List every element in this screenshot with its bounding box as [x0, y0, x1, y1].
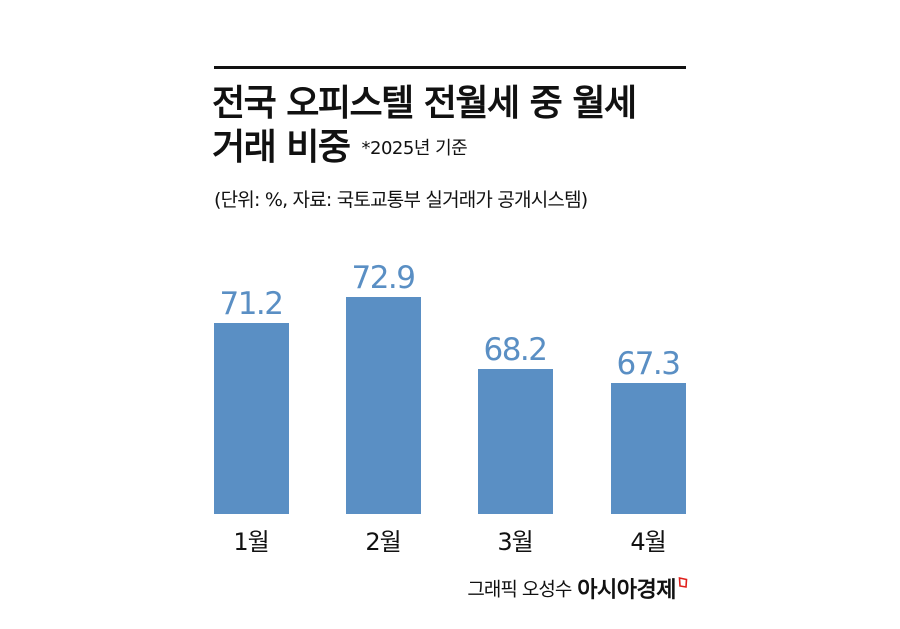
category-label-jan: 1월 [233, 528, 269, 556]
category-label-mar: 3월 [497, 528, 533, 556]
footer-credit: 그래픽 오성수 아시아경제 [410, 572, 688, 604]
red-flag-logo-icon [678, 574, 688, 593]
base-year-note: *2025년 기준 [361, 138, 468, 159]
title-line-2-text: 거래 비중 [212, 127, 351, 168]
title-top-rule [214, 66, 686, 69]
bar-apr [611, 383, 686, 514]
bar-mar [478, 369, 553, 514]
unit-source-caption: (단위: %, 자료: 국토교통부 실거래가 공개시스템) [214, 189, 588, 211]
value-label-jan: 71.2 [219, 286, 284, 322]
chart-title: 전국 오피스텔 전월세 중 월세 거래 비중 *2025년 기준 [212, 82, 692, 171]
brand-name: 아시아경제 [577, 578, 676, 603]
category-label-feb: 2월 [365, 528, 401, 556]
title-line-1: 전국 오피스텔 전월세 중 월세 [212, 83, 637, 124]
category-label-apr: 4월 [630, 528, 666, 556]
bar-jan [214, 323, 289, 514]
value-label-apr: 67.3 [616, 346, 681, 382]
value-label-mar: 68.2 [483, 332, 548, 368]
title-line-2: 거래 비중 *2025년 기준 [212, 126, 692, 171]
bar-feb [346, 297, 421, 514]
graphic-credit: 그래픽 오성수 [467, 578, 572, 601]
value-label-feb: 72.9 [351, 260, 416, 296]
